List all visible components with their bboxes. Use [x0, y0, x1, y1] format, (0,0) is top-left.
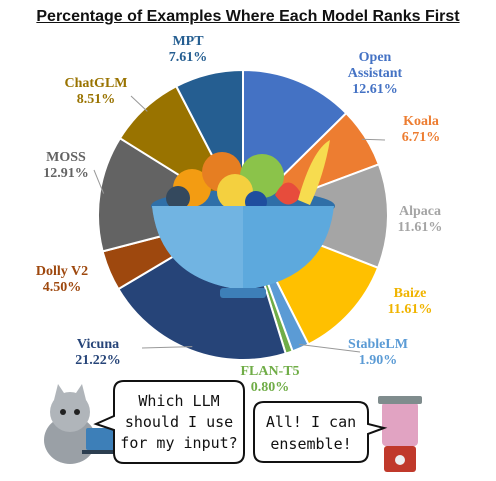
right-bubble-line-1: All! I can	[266, 413, 356, 431]
left-bubble-line-1: Which LLM	[138, 392, 219, 410]
left-bubble-line-3: for my input?	[120, 434, 237, 452]
slice-value: 4.50%	[42, 280, 82, 295]
right-bubble-line-2: ensemble!	[270, 435, 351, 453]
slice-label-koala: Koala 6.71%	[376, 114, 466, 146]
slice-label-chatglm: ChatGLM 8.51%	[51, 76, 141, 108]
slice-label-dolly-v2: Dolly V2 4.50%	[17, 264, 107, 296]
slice-name: Vicuna	[76, 337, 120, 352]
slice-value: 8.51%	[76, 92, 116, 107]
slice-label-mpt: MPT 7.61%	[143, 34, 233, 66]
fruit-bowl-illustration	[151, 140, 335, 298]
chart-title: Percentage of Examples Where Each Model …	[36, 8, 460, 25]
leader-line	[141, 346, 193, 349]
slice-value: 7.61%	[168, 50, 208, 65]
leader-line	[130, 95, 148, 112]
cat-illustration	[44, 384, 120, 464]
slice-label-alpaca: Alpaca 11.61%	[375, 204, 465, 236]
slice-value: 0.80%	[250, 380, 290, 395]
left-bubble-line-2: should I use	[125, 413, 233, 431]
slice-label-flan-t5: FLAN-T5 0.80%	[225, 364, 315, 396]
slice-value: 6.71%	[401, 130, 441, 145]
slice-name: ChatGLM	[64, 76, 128, 91]
slice-value: 1.90%	[358, 353, 398, 368]
slice-name: MOSS	[46, 150, 86, 165]
slice-label-stablelm: StableLM 1.90%	[333, 337, 423, 369]
slice-value: 11.61%	[387, 302, 433, 317]
slice-name: MPT	[172, 34, 204, 49]
slice-name: Open	[358, 50, 392, 65]
slice-name: Assistant	[347, 66, 403, 81]
leader-line	[93, 169, 105, 194]
slice-name: Alpaca	[399, 204, 441, 219]
slice-value: 11.61%	[397, 220, 443, 235]
slice-label-open-assistant: Open Assistant 12.61%	[330, 50, 420, 98]
slice-name: Baize	[393, 286, 427, 301]
slice-value: 12.91%	[43, 166, 89, 181]
leader-line	[361, 138, 386, 141]
slice-name: Koala	[403, 114, 439, 129]
right-speech-bubble: All! I can ensemble!	[253, 401, 388, 463]
leader-line	[298, 343, 361, 353]
slice-label-vicuna: Vicuna 21.22%	[53, 337, 143, 369]
slice-name: FLAN-T5	[240, 364, 300, 379]
slice-name: Dolly V2	[35, 264, 89, 279]
slice-label-moss: MOSS 12.91%	[21, 150, 111, 182]
slice-label-baize: Baize 11.61%	[365, 286, 455, 318]
slice-value: 12.61%	[352, 82, 398, 97]
leader-lines	[93, 95, 386, 353]
left-speech-bubble: Which LLM should I use for my input?	[93, 380, 245, 464]
blender-illustration	[378, 396, 422, 472]
slice-value: 21.22%	[75, 353, 121, 368]
slice-name: StableLM	[348, 337, 408, 352]
